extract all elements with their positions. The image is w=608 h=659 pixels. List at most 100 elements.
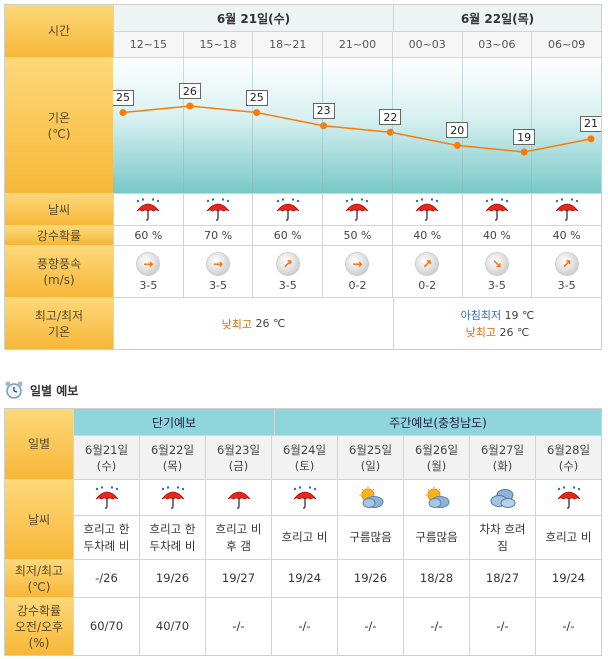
weather-cell [322, 194, 392, 225]
wind-cell: ↗ 3-5 [252, 246, 322, 297]
sun-cloud-icon [357, 486, 385, 510]
alarm-clock-icon [4, 380, 24, 400]
daily-weather-icon-cell [469, 479, 535, 515]
day-of-week: (화) [492, 458, 513, 473]
daily-weather-icon-cell [271, 479, 337, 515]
day-of-week: (목) [162, 458, 183, 473]
daily-date: 6월24일 (토) [271, 435, 337, 479]
day-of-week: (월) [426, 458, 447, 473]
precip-value: 60 % [252, 226, 322, 245]
wind-cell: → 3-5 [113, 246, 183, 297]
temperature-point [186, 102, 194, 110]
daily-weather-icon-cell [337, 479, 403, 515]
date-text: 6월25일 [348, 442, 393, 457]
grid-line [531, 58, 533, 193]
wind-direction-icon: ↗ [275, 251, 300, 276]
temperature-label: 22 [379, 109, 402, 126]
daily-weather-icon-cell [73, 479, 139, 515]
temperature-label: 25 [113, 89, 134, 106]
desc-line-2: 두차례 비 [149, 538, 196, 553]
weather-header: 날씨 [5, 193, 113, 225]
date-text: 6월28일 [546, 442, 591, 457]
daily-weather-icon-cell [403, 479, 469, 515]
umbrella-icon [225, 486, 253, 510]
short-term-header: 단기예보 [73, 409, 274, 435]
wind-speed: 0-2 [418, 278, 437, 292]
temperature-line [122, 105, 592, 153]
time-row: 12~15 15~18 18~21 21~00 00~03 03~06 06~09 [113, 31, 601, 57]
time-slot: 12~15 [113, 32, 183, 57]
temperature-point [119, 109, 127, 117]
day-of-week: (토) [294, 458, 315, 473]
daily-rain-value: -/- [271, 597, 337, 655]
desc-line-1: 흐리고 비 [545, 530, 592, 544]
wind-direction-icon: → [206, 251, 231, 276]
day1-high-label: 낮최고 [221, 317, 252, 331]
daily-minmax-value: 19/26 [337, 559, 403, 597]
wind-header: 풍향풍속 (m/s) [5, 245, 113, 297]
daily-minmax-value: -/26 [73, 559, 139, 597]
time-header: 시간 [5, 5, 113, 57]
rain-umbrella-icon [483, 197, 511, 222]
desc-line-1: 차차 흐려 [479, 521, 526, 536]
daily-column: 6월26일 (월) 구름많음 18/28 -/- [403, 435, 469, 655]
day-of-week: (일) [360, 458, 381, 473]
time-slot: 18~21 [252, 32, 323, 57]
time-slot: 21~00 [322, 32, 392, 57]
wind-direction-icon: → [136, 251, 161, 276]
rain-umbrella-icon [93, 485, 121, 510]
precip-value: 40 % [461, 226, 532, 245]
grid-line [182, 58, 184, 193]
daily-weather-desc: 구름많음 [403, 515, 469, 559]
sun-cloud-icon [423, 486, 451, 510]
daily-column: 6월28일 (수) 흐리고 비 19/24 -/- [535, 435, 601, 655]
daily-weather-desc: 흐리고 한 두차례 비 [73, 515, 139, 559]
daily-column: 6월25일 (일) 구름많음 19/26 -/- [337, 435, 403, 655]
day1-header: 6월 21일(수) [113, 5, 393, 31]
daily-weather-icon-cell [139, 479, 205, 515]
daily-date: 6월22일 (목) [139, 435, 205, 479]
date-header: 일별 [5, 409, 73, 479]
daily-rain-header: 강수확률 오전/오후 (%) [5, 597, 73, 655]
hourly-forecast-table: 시간 기온 (℃) 날씨 강수확률 풍향풍속 (m/s) 최고/최저 기온 6월… [4, 4, 602, 350]
weather-cell [182, 194, 253, 225]
temperature-point [320, 122, 328, 130]
daily-rain-value: -/- [535, 597, 601, 655]
daily-forecast-table: 일별 날씨 최저/최고 (℃) 강수확률 오전/오후 (%) 단기예보 주간예보… [4, 408, 602, 656]
temperature-point [253, 109, 261, 117]
time-slot: 15~18 [182, 32, 253, 57]
wind-direction-icon: ↗ [554, 251, 579, 276]
wind-direction-icon: ↗ [415, 251, 440, 276]
desc-line-1: 구름많음 [415, 530, 458, 544]
temperature-graph: 25 26 25 23 22 20 19 21 [113, 57, 601, 193]
time-slot: 03~06 [461, 32, 532, 57]
day-of-week: (수) [96, 458, 117, 473]
temperature-label: 21 [580, 115, 601, 132]
daily-rain-value: -/- [469, 597, 535, 655]
minmax-header: 최고/최저 기온 [5, 297, 113, 349]
daily-minmax-value: 19/26 [139, 559, 205, 597]
precip-value: 70 % [182, 226, 253, 245]
weather-cell [252, 194, 322, 225]
precip-value: 50 % [322, 226, 392, 245]
temperature-label: 20 [446, 122, 469, 139]
rain-umbrella-icon [413, 197, 441, 222]
grid-line [252, 58, 254, 193]
daily-rain-value: -/- [205, 597, 271, 655]
daily-minmax-value: 18/27 [469, 559, 535, 597]
date-text: 6월26일 [414, 442, 459, 457]
daily-weather-desc: 구름많음 [337, 515, 403, 559]
date-text: 6월27일 [480, 442, 525, 457]
precip-value: 60 % [113, 226, 183, 245]
daily-rain-value: 40/70 [139, 597, 205, 655]
date-text: 6월22일 [150, 442, 195, 457]
day2-low-label: 아침최저 [460, 308, 502, 322]
day1-minmax: 낮최고 26 ℃ [113, 297, 393, 349]
daily-weather-header: 날씨 [5, 479, 73, 559]
temp-header: 기온 (℃) [5, 57, 113, 193]
day2-high-label: 낮최고 [465, 325, 496, 339]
wind-speed: 3-5 [557, 278, 576, 292]
weather-cell [113, 194, 183, 225]
date-text: 6월21일 [84, 442, 129, 457]
